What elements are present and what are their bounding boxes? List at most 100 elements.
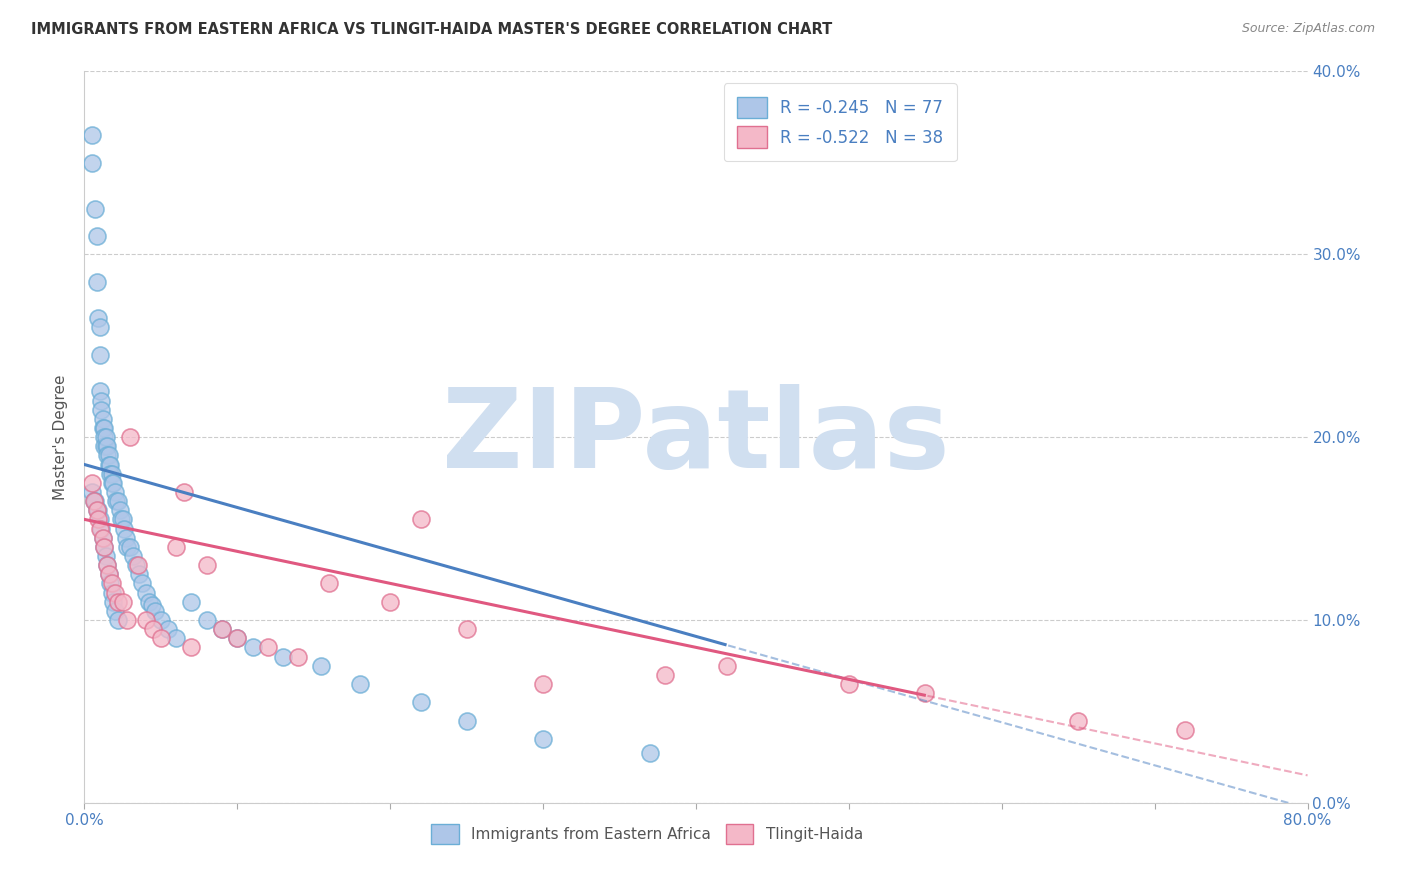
Point xyxy=(89,384,111,399)
Point xyxy=(96,558,118,573)
Point xyxy=(271,649,294,664)
Point xyxy=(93,430,115,444)
Point xyxy=(115,540,138,554)
Point xyxy=(211,622,233,636)
Point xyxy=(107,494,129,508)
Point xyxy=(103,475,125,490)
Y-axis label: Master's Degree: Master's Degree xyxy=(53,375,69,500)
Point xyxy=(115,613,138,627)
Point xyxy=(107,613,129,627)
Point xyxy=(110,512,132,526)
Point xyxy=(349,677,371,691)
Point xyxy=(165,632,187,646)
Point xyxy=(108,503,131,517)
Point xyxy=(93,421,115,435)
Point xyxy=(101,475,124,490)
Point xyxy=(80,128,103,143)
Point xyxy=(111,594,134,608)
Text: ZIPatlas: ZIPatlas xyxy=(441,384,950,491)
Point xyxy=(226,632,249,646)
Point xyxy=(112,521,135,535)
Point xyxy=(83,494,105,508)
Point xyxy=(91,412,114,426)
Point xyxy=(105,494,128,508)
Point xyxy=(90,393,112,408)
Point xyxy=(89,348,111,362)
Point xyxy=(1067,714,1090,728)
Point xyxy=(83,494,105,508)
Point xyxy=(456,714,478,728)
Text: IMMIGRANTS FROM EASTERN AFRICA VS TLINGIT-HAIDA MASTER'S DEGREE CORRELATION CHAR: IMMIGRANTS FROM EASTERN AFRICA VS TLINGI… xyxy=(31,22,832,37)
Point xyxy=(87,512,110,526)
Point xyxy=(98,458,121,472)
Point xyxy=(257,640,280,655)
Point xyxy=(97,458,120,472)
Point xyxy=(86,275,108,289)
Point xyxy=(91,531,114,545)
Point xyxy=(80,485,103,500)
Point xyxy=(654,667,676,681)
Point xyxy=(149,613,172,627)
Point xyxy=(120,540,142,554)
Point xyxy=(93,540,115,554)
Point xyxy=(143,604,166,618)
Point xyxy=(97,448,120,462)
Point xyxy=(101,467,124,481)
Point xyxy=(101,576,124,591)
Point xyxy=(86,503,108,517)
Legend: Immigrants from Eastern Africa, Tlingit-Haida: Immigrants from Eastern Africa, Tlingit-… xyxy=(425,818,869,850)
Point xyxy=(142,622,165,636)
Point xyxy=(149,632,172,646)
Point xyxy=(107,594,129,608)
Point xyxy=(103,594,125,608)
Point xyxy=(91,421,114,435)
Point xyxy=(97,567,120,582)
Point xyxy=(104,585,127,599)
Point xyxy=(135,585,157,599)
Point xyxy=(165,540,187,554)
Point xyxy=(96,439,118,453)
Point xyxy=(94,430,117,444)
Point xyxy=(135,613,157,627)
Point xyxy=(91,531,114,545)
Point xyxy=(287,649,309,664)
Point xyxy=(131,576,153,591)
Point xyxy=(226,632,249,646)
Point xyxy=(180,594,202,608)
Point xyxy=(98,467,121,481)
Point xyxy=(111,512,134,526)
Point xyxy=(838,677,860,691)
Point xyxy=(104,604,127,618)
Point xyxy=(93,439,115,453)
Point xyxy=(98,576,121,591)
Point xyxy=(311,658,333,673)
Point xyxy=(89,521,111,535)
Point xyxy=(318,576,340,591)
Point xyxy=(84,202,107,216)
Point xyxy=(531,677,554,691)
Point xyxy=(128,567,150,582)
Point xyxy=(90,521,112,535)
Point xyxy=(89,320,111,334)
Point xyxy=(127,558,149,573)
Point xyxy=(93,540,115,554)
Point xyxy=(173,485,195,500)
Point xyxy=(94,549,117,563)
Point xyxy=(409,512,432,526)
Point xyxy=(157,622,180,636)
Point xyxy=(638,747,661,761)
Point xyxy=(84,494,107,508)
Point xyxy=(90,402,112,417)
Point xyxy=(120,430,142,444)
Point xyxy=(122,549,145,563)
Point xyxy=(141,599,163,613)
Point xyxy=(86,503,108,517)
Point xyxy=(716,658,738,673)
Point xyxy=(380,594,402,608)
Point xyxy=(80,156,103,170)
Point xyxy=(97,567,120,582)
Point xyxy=(195,613,218,627)
Point xyxy=(242,640,264,655)
Point xyxy=(180,640,202,655)
Point xyxy=(104,485,127,500)
